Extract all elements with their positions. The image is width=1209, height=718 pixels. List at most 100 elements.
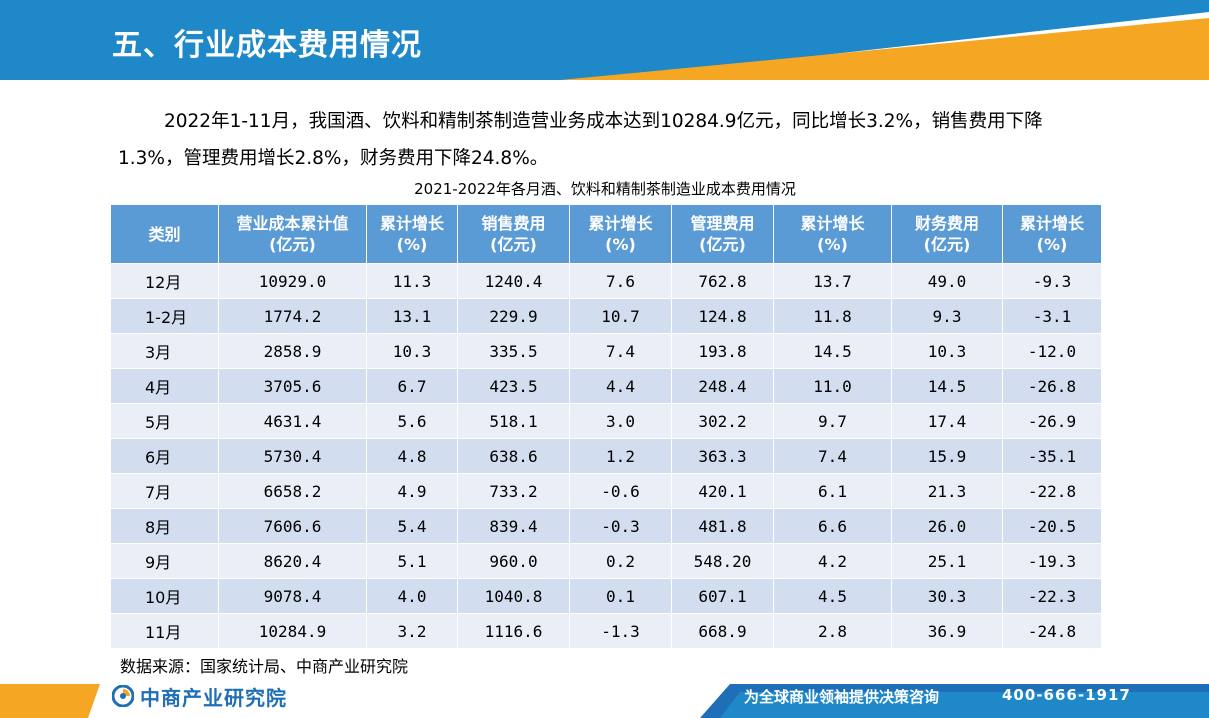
table-cell: 638.6 [457,438,570,474]
table-cell: 11.3 [366,263,458,299]
table-row: 3月 2858.9 10.3 335.5 7.4 193.8 14.5 10.3 -12.0 [110,333,1102,369]
table-cell: 6658.2 [218,473,367,509]
table-caption: 2021-2022年各月酒、饮料和精制茶制造业成本费用情况 [414,180,796,198]
table-cell: -12.0 [1002,333,1102,369]
row-category-cell: 3月 [110,333,219,369]
table-cell: 762.8 [671,263,774,299]
table-cell: 25.1 [891,543,1003,579]
table-cell: 481.8 [671,508,774,544]
table-cell: -1.3 [569,613,672,649]
table-cell: -22.8 [1002,473,1102,509]
table-cell: 10.3 [366,333,458,369]
data-source-note: 数据来源：国家统计局、中商产业研究院 [120,657,409,676]
table-cell: 193.8 [671,333,774,369]
table-row: 10月 9078.4 4.0 1040.8 0.1 607.1 4.5 30.3 -22.3 [110,578,1102,614]
column-header: 累计增长 (%) [773,204,892,264]
table-cell: 518.1 [457,403,570,439]
table-cell: 3705.6 [218,368,367,404]
table-cell: 5.4 [366,508,458,544]
intro-paragraph: 2022年1-11月，我国酒、饮料和精制茶制造营业务成本达到10284.9亿元，… [118,111,1043,169]
table-cell: 4.9 [366,473,458,509]
table-cell: 15.9 [891,438,1003,474]
header-background [0,0,1209,80]
table-cell: 5730.4 [218,438,367,474]
table-cell: 14.5 [773,333,892,369]
row-category-cell: 9月 [110,543,219,579]
table-cell: 7.4 [569,333,672,369]
table-cell: 2.8 [773,613,892,649]
table-cell: 1.2 [569,438,672,474]
table-cell: 1040.8 [457,578,570,614]
table-cell: 5.6 [366,403,458,439]
table-cell: 8620.4 [218,543,367,579]
table-cell: 302.2 [671,403,774,439]
table-cell: 6.6 [773,508,892,544]
table-cell: 36.9 [891,613,1003,649]
table-cell: 10.7 [569,298,672,334]
table-cell: 668.9 [671,613,774,649]
footer-slogan: 为全球商业领袖提供决策咨询 [744,688,940,706]
table-cell: -35.1 [1002,438,1102,474]
column-header: 类别 [110,204,219,264]
table-cell: -22.3 [1002,578,1102,614]
table-cell: 1240.4 [457,263,570,299]
table-cell: 124.8 [671,298,774,334]
table-body: 12月 10929.0 11.3 1240.4 7.6 762.8 13.7 49.0 -9.3… [110,263,1102,649]
table-header-row: 类别 营业成本累计值 (亿元) 累计增长 (%) 销售费用 (亿元) 累计增长 (%) … [110,204,1102,264]
table-row: 6月 5730.4 4.8 638.6 1.2 363.3 7.4 15.9 -35.1 [110,438,1102,474]
table-row: 7月 6658.2 4.9 733.2 -0.6 420.1 6.1 21.3 -22.8 [110,473,1102,509]
table-cell: -9.3 [1002,263,1102,299]
table-cell: 14.5 [891,368,1003,404]
table-cell: 13.1 [366,298,458,334]
table-cell: 4.2 [773,543,892,579]
row-category-cell: 10月 [110,578,219,614]
table-cell: -3.1 [1002,298,1102,334]
footer-phone: 400-666-1917 [1002,686,1131,704]
table-cell: 363.3 [671,438,774,474]
table-cell: 839.4 [457,508,570,544]
table-cell: 7.4 [773,438,892,474]
table-cell: 5.1 [366,543,458,579]
table-cell: 13.7 [773,263,892,299]
row-category-cell: 4月 [110,368,219,404]
company-logo: 中商产业研究院 [112,684,287,710]
column-header: 营业成本累计值 (亿元) [218,204,367,264]
table-cell: 6.7 [366,368,458,404]
table-cell: 10929.0 [218,263,367,299]
column-header: 管理费用 (亿元) [671,204,774,264]
table-cell: 1116.6 [457,613,570,649]
table-cell: 9.3 [891,298,1003,334]
column-header: 累计增长 (%) [1002,204,1102,264]
table-cell: -24.8 [1002,613,1102,649]
table-row: 1-2月 1774.2 13.1 229.9 10.7 124.8 11.8 9.3 -3.1 [110,298,1102,334]
table-row: 12月 10929.0 11.3 1240.4 7.6 762.8 13.7 49.0 -9.3 [110,263,1102,299]
table-cell: 420.1 [671,473,774,509]
table-cell: -26.9 [1002,403,1102,439]
table-cell: 9.7 [773,403,892,439]
table-cell: -19.3 [1002,543,1102,579]
table-cell: 4.5 [773,578,892,614]
table-cell: 6.1 [773,473,892,509]
table-cell: -0.6 [569,473,672,509]
table-row: 8月 7606.6 5.4 839.4 -0.3 481.8 6.6 26.0 -20.5 [110,508,1102,544]
table-row: 9月 8620.4 5.1 960.0 0.2 548.20 4.2 25.1 -19.3 [110,543,1102,579]
table-cell: 0.1 [569,578,672,614]
row-category-cell: 5月 [110,403,219,439]
footer-background [0,684,1209,718]
row-category-cell: 7月 [110,473,219,509]
table-cell: 4.4 [569,368,672,404]
table-cell: 49.0 [891,263,1003,299]
row-category-cell: 11月 [110,613,219,649]
table-cell: 1774.2 [218,298,367,334]
table-cell: 4631.4 [218,403,367,439]
table-cell: 2858.9 [218,333,367,369]
table-cell: 4.8 [366,438,458,474]
column-header: 销售费用 (亿元) [457,204,570,264]
table-cell: 17.4 [891,403,1003,439]
table-cell: 30.3 [891,578,1003,614]
column-header: 累计增长 (%) [569,204,672,264]
table-cell: -26.8 [1002,368,1102,404]
logo-icon [112,685,134,707]
table-cell: -20.5 [1002,508,1102,544]
table-cell: 21.3 [891,473,1003,509]
